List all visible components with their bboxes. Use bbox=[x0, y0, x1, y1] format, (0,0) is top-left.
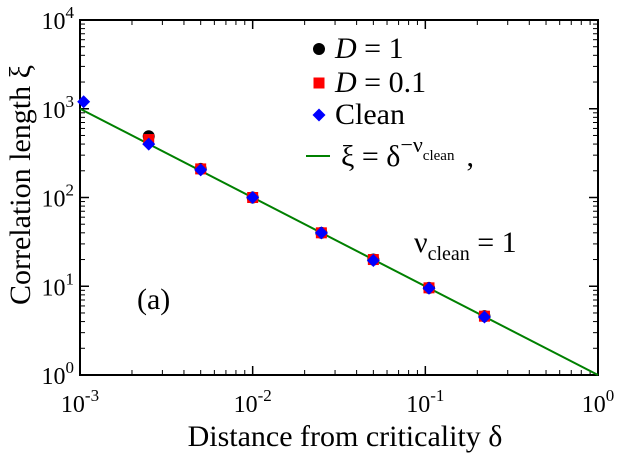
x-axis-label: Distance from criticality δ bbox=[188, 420, 503, 453]
y-tick-label: 104 bbox=[42, 3, 75, 35]
data-points bbox=[77, 95, 491, 324]
fit-line bbox=[79, 107, 599, 376]
legend-marker-diamond bbox=[312, 108, 326, 122]
data-point-diamond bbox=[477, 310, 491, 324]
x-tick-label: 10-2 bbox=[234, 386, 272, 418]
data-point-diamond bbox=[422, 281, 436, 295]
data-point-diamond bbox=[194, 163, 208, 177]
x-tick-label: 10-1 bbox=[406, 386, 444, 418]
legend-label: D = 0.1 bbox=[334, 66, 426, 99]
legend-label-fit: ξ = δ−νclean, bbox=[341, 132, 474, 173]
y-tick-label: 100 bbox=[42, 358, 75, 390]
axis-ticks bbox=[79, 19, 599, 376]
data-point-diamond bbox=[314, 226, 328, 240]
panel-label: (a) bbox=[137, 283, 170, 316]
nu-clean-annotation: νclean = 1 bbox=[414, 226, 517, 265]
y-tick-label: 101 bbox=[42, 269, 75, 301]
y-tick-label: 102 bbox=[42, 181, 75, 213]
x-tick-label: 10-3 bbox=[61, 386, 99, 418]
data-point-diamond bbox=[142, 137, 156, 151]
legend-label: D = 1 bbox=[334, 32, 404, 65]
nu-clean-label: νclean = 1 bbox=[414, 226, 517, 265]
data-point-diamond bbox=[77, 95, 91, 109]
fit-line-group bbox=[79, 107, 599, 376]
tick-labels: 10-3 10-2 10-1 100 100 101 102 103 104 bbox=[42, 3, 615, 418]
y-axis-label: Correlation length ξ bbox=[4, 65, 37, 305]
data-point-diamond bbox=[246, 191, 260, 204]
data-point-diamond bbox=[366, 254, 380, 268]
legend-marker-square bbox=[313, 77, 325, 89]
legend-label: Clean bbox=[335, 98, 405, 131]
y-tick-label: 103 bbox=[42, 92, 75, 124]
legend-marker-circle bbox=[313, 43, 325, 55]
x-tick-label: 100 bbox=[582, 386, 615, 418]
